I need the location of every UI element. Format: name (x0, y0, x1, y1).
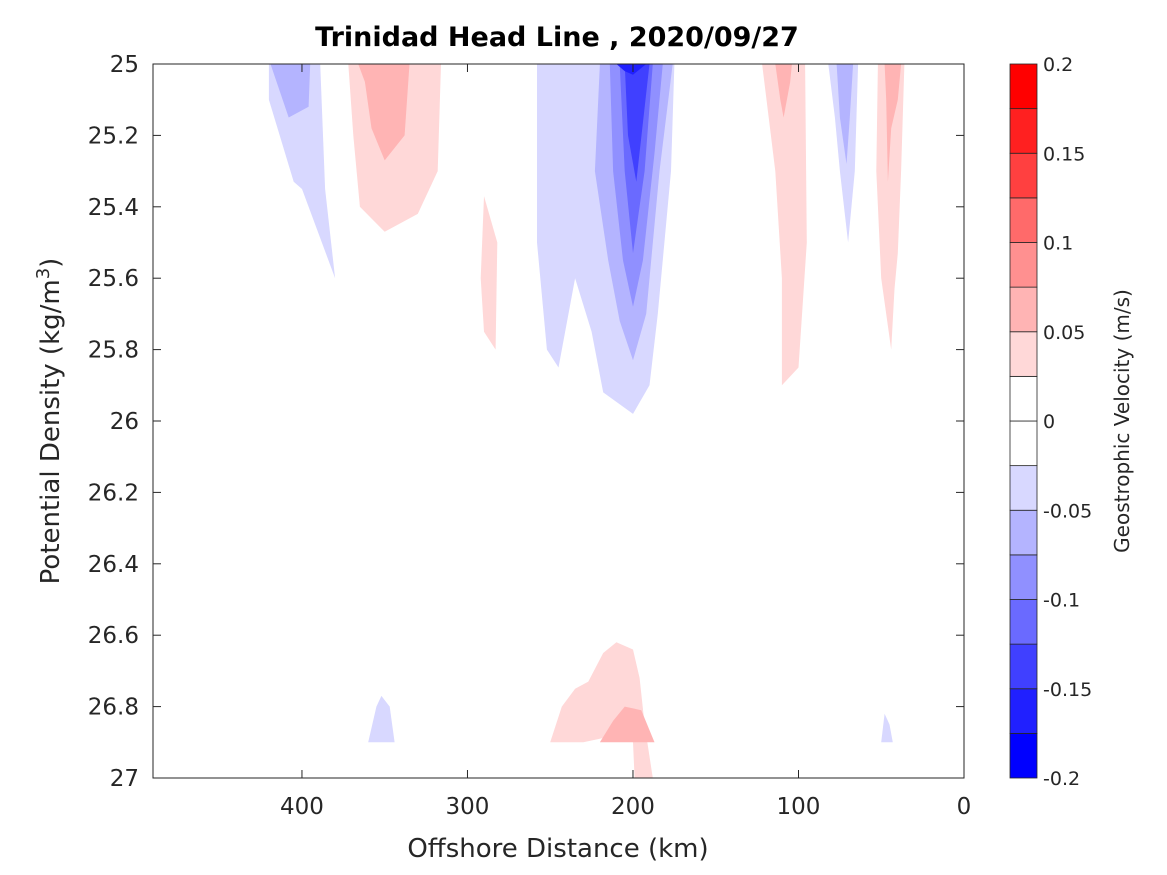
contour-region-27 (454, 688, 504, 743)
colorbar-tick-label: -0.15 (1043, 679, 1092, 701)
x-tick-label: 400 (280, 794, 324, 820)
colorbar-segment (1009, 420, 1038, 467)
contour-region-24 (268, 585, 306, 743)
colorbar-segment (1009, 286, 1038, 333)
y-tick-label: 25.8 (88, 338, 139, 364)
y-tick-label: 26.8 (88, 695, 139, 721)
y-tick-label: 25.2 (88, 123, 139, 149)
colorbar-label: Geostrophic Velocity (m/s) (1110, 289, 1134, 553)
contour-region-13 (624, 64, 650, 182)
colorbar-segment (1009, 554, 1038, 600)
contour-region-5 (358, 64, 410, 161)
x-tick-label: 300 (446, 794, 490, 820)
y-tick-label: 25 (110, 52, 139, 78)
contour-region-19 (828, 64, 859, 243)
colorbar-tick-label: 0.1 (1043, 233, 1073, 255)
colorbar-tick-label: 0.15 (1043, 143, 1085, 165)
colorbar-segment (1009, 509, 1038, 556)
contour-region-2 (270, 64, 311, 118)
y-axis-label: Potential Density (kg/m3) (33, 258, 66, 585)
contour-region-1 (268, 64, 336, 279)
colorbar-segment (1009, 465, 1038, 511)
y-tick-label: 26.4 (88, 552, 139, 578)
x-tick-label: 100 (777, 794, 821, 820)
contour-region-32 (858, 642, 902, 743)
contour-region-33 (881, 713, 893, 743)
contour-region-20 (836, 64, 854, 164)
colorbar-segment (1009, 375, 1038, 422)
contour-region-7 (480, 196, 498, 350)
x-axis-label: Offshore Distance (km) (407, 834, 708, 864)
colorbar-segment (1009, 732, 1038, 779)
colorbar-tick-label: -0.2 (1043, 768, 1080, 790)
colorbar (1009, 63, 1038, 779)
contour-region-17 (775, 64, 792, 118)
colorbar-tick-label: 0 (1043, 411, 1055, 433)
colorbar-segment (1009, 688, 1038, 734)
colorbar-tick-label: -0.1 (1043, 590, 1080, 612)
x-tick-label: 200 (611, 794, 655, 820)
x-tick-label: 0 (957, 794, 972, 820)
y-tick-label: 25.4 (88, 195, 139, 221)
y-tick-label: 26 (110, 409, 139, 435)
y-axis: 25 25.2 25.4 25.6 25.8 26 26.2 26.4 26.6 26.8 27 (88, 52, 964, 792)
colorbar-segment (1009, 108, 1038, 154)
colorbar-segment (1009, 599, 1038, 645)
contour-region-22 (876, 64, 905, 350)
x-axis: 400 300 200 100 0 (280, 64, 971, 820)
y-tick-label: 26.6 (88, 623, 139, 649)
chart-title: Trinidad Head Line , 2020/09/27 (315, 22, 799, 53)
y-axis-label-superscript: 3 (33, 268, 54, 279)
contour-region-29 (550, 642, 653, 778)
colorbar-segment (1009, 197, 1038, 243)
colorbar-ticks: 0.2 0.15 0.1 0.05 0 -0.05 -0.1 -0.15 -0.2 (1043, 54, 1092, 790)
colorbar-segment (1009, 331, 1038, 377)
colorbar-tick-label: 0.2 (1043, 54, 1073, 76)
colorbar-tick-label: 0.05 (1043, 322, 1085, 344)
contour-regions (268, 64, 911, 778)
contour-region-23 (884, 64, 902, 182)
contour-region-14 (616, 64, 647, 75)
y-tick-label: 25.6 (88, 266, 139, 292)
y-axis-label-main: Potential Density (kg/m (36, 279, 66, 584)
y-axis-label-end: ) (36, 258, 66, 268)
contour-region-26 (368, 695, 395, 743)
contour-region-16 (762, 64, 807, 386)
contour-region-25 (351, 617, 423, 743)
colorbar-segment (1009, 152, 1038, 199)
contour-region-31 (770, 699, 799, 778)
colorbar-segment (1009, 643, 1038, 690)
y-tick-label: 27 (110, 766, 139, 792)
colorbar-tick-label: -0.05 (1043, 500, 1092, 522)
y-tick-label: 26.2 (88, 480, 139, 506)
colorbar-segment (1009, 242, 1038, 288)
colorbar-segment (1009, 63, 1038, 110)
contour-region-30 (599, 706, 655, 743)
